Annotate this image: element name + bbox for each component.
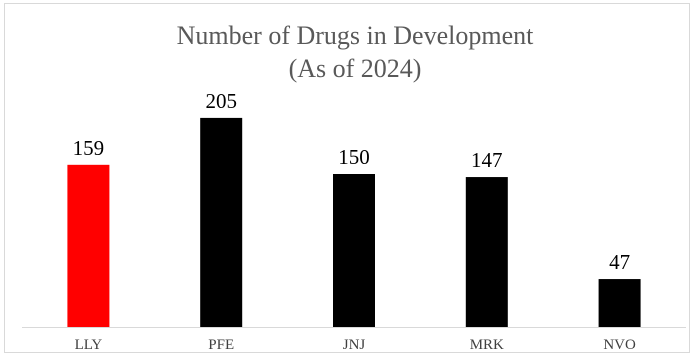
bar-jnj xyxy=(333,174,375,327)
bars-group xyxy=(67,117,641,328)
data-label-pfe: 205 xyxy=(205,89,237,113)
data-label-jnj: 150 xyxy=(338,145,370,169)
x-tick-label-mrk: MRK xyxy=(470,337,504,353)
bar-pfe xyxy=(200,117,243,328)
chart-title: Number of Drugs in Development xyxy=(177,21,534,50)
data-label-mrk: 147 xyxy=(471,148,503,172)
x-tick-label-jnj: JNJ xyxy=(343,337,366,353)
x-tick-labels-group: LLY PFE JNJ MRK NVO xyxy=(75,337,636,353)
data-label-lly: 159 xyxy=(73,136,105,160)
x-tick-label-nvo: NVO xyxy=(603,337,636,353)
bar-lly xyxy=(67,164,110,327)
bar-nvo xyxy=(598,279,641,327)
data-labels-group: 159 205 150 147 47 xyxy=(73,89,630,274)
data-label-nvo: 47 xyxy=(609,250,630,274)
x-tick-label-pfe: PFE xyxy=(208,337,234,353)
chart-subtitle: (As of 2024) xyxy=(289,54,422,83)
x-tick-label-lly: LLY xyxy=(75,337,103,353)
bar-mrk xyxy=(465,177,508,327)
